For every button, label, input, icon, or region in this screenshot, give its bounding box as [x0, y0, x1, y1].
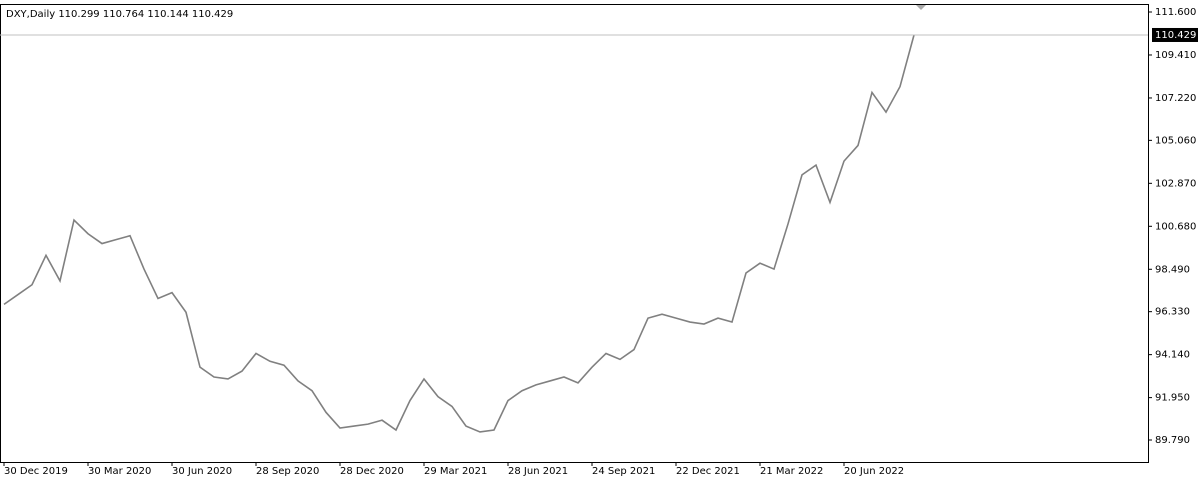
- y-tick-label: 100.680: [1155, 221, 1196, 232]
- price-label-box: [1152, 27, 1198, 42]
- y-tick-label: 89.790: [1155, 435, 1190, 446]
- x-tick-label: 30 Mar 2020: [88, 466, 151, 477]
- y-tick-label: 98.490: [1155, 264, 1190, 275]
- x-tick-label: 30 Dec 2019: [4, 466, 68, 477]
- price-line: [3, 34, 915, 433]
- x-tick-label: 20 Jun 2022: [844, 466, 904, 477]
- x-tick-label: 30 Jun 2020: [172, 466, 232, 477]
- x-tick-label: 24 Sep 2021: [592, 466, 655, 477]
- y-tick-label: 94.140: [1155, 350, 1190, 361]
- x-tick-label: 21 Mar 2022: [760, 466, 823, 477]
- plot-frame: [0, 4, 1149, 463]
- y-tick-label: 109.410: [1155, 50, 1196, 61]
- price-label: 110.429: [1155, 30, 1196, 41]
- y-tick-label: 96.330: [1155, 307, 1190, 318]
- y-tick-label: 102.870: [1155, 178, 1196, 189]
- x-tick-label: 28 Sep 2020: [256, 466, 319, 477]
- y-tick-label: 105.060: [1155, 135, 1196, 146]
- chart-title: DXY,Daily 110.299 110.764 110.144 110.42…: [6, 9, 233, 20]
- y-tick-label: 91.950: [1155, 393, 1190, 404]
- x-tick-label: 22 Dec 2021: [676, 466, 740, 477]
- x-tick-label: 28 Dec 2020: [340, 466, 404, 477]
- x-tick-label: 29 Mar 2021: [424, 466, 487, 477]
- y-tick-label: 111.600: [1155, 7, 1196, 18]
- y-tick-label: 107.220: [1155, 93, 1196, 104]
- x-tick-label: 28 Jun 2021: [508, 466, 568, 477]
- shift-marker: [916, 5, 926, 10]
